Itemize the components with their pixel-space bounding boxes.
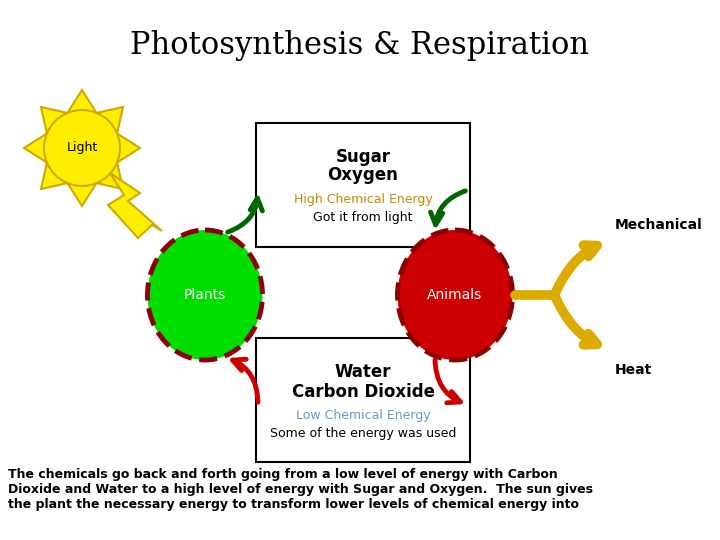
Text: Photosynthesis & Respiration: Photosynthesis & Respiration: [130, 30, 590, 61]
FancyArrowPatch shape: [435, 360, 460, 403]
Text: Light: Light: [66, 141, 98, 154]
Text: Low Chemical Energy: Low Chemical Energy: [296, 409, 431, 422]
Text: The chemicals go back and forth going from a low level of energy with Carbon
Dio: The chemicals go back and forth going fr…: [8, 468, 593, 511]
Text: Carbon Dioxide: Carbon Dioxide: [292, 383, 434, 401]
FancyArrowPatch shape: [233, 359, 258, 402]
FancyBboxPatch shape: [256, 123, 470, 247]
FancyArrowPatch shape: [431, 191, 465, 225]
FancyBboxPatch shape: [256, 338, 470, 462]
Polygon shape: [108, 173, 162, 238]
FancyArrowPatch shape: [556, 245, 597, 293]
Text: Oxygen: Oxygen: [328, 166, 398, 184]
FancyArrowPatch shape: [556, 298, 597, 345]
Text: Sugar: Sugar: [336, 148, 390, 166]
Text: Mechanical: Mechanical: [614, 218, 702, 232]
Text: Plants: Plants: [184, 288, 226, 302]
Text: High Chemical Energy: High Chemical Energy: [294, 192, 433, 206]
FancyArrowPatch shape: [228, 198, 262, 232]
Ellipse shape: [148, 230, 263, 360]
Text: Some of the energy was used: Some of the energy was used: [270, 428, 456, 441]
Text: Animals: Animals: [428, 288, 482, 302]
Circle shape: [44, 110, 120, 186]
Text: Got it from light: Got it from light: [313, 212, 413, 225]
Ellipse shape: [397, 230, 513, 360]
Text: Heat: Heat: [614, 363, 652, 377]
Text: Water: Water: [335, 363, 391, 381]
Polygon shape: [24, 90, 140, 206]
